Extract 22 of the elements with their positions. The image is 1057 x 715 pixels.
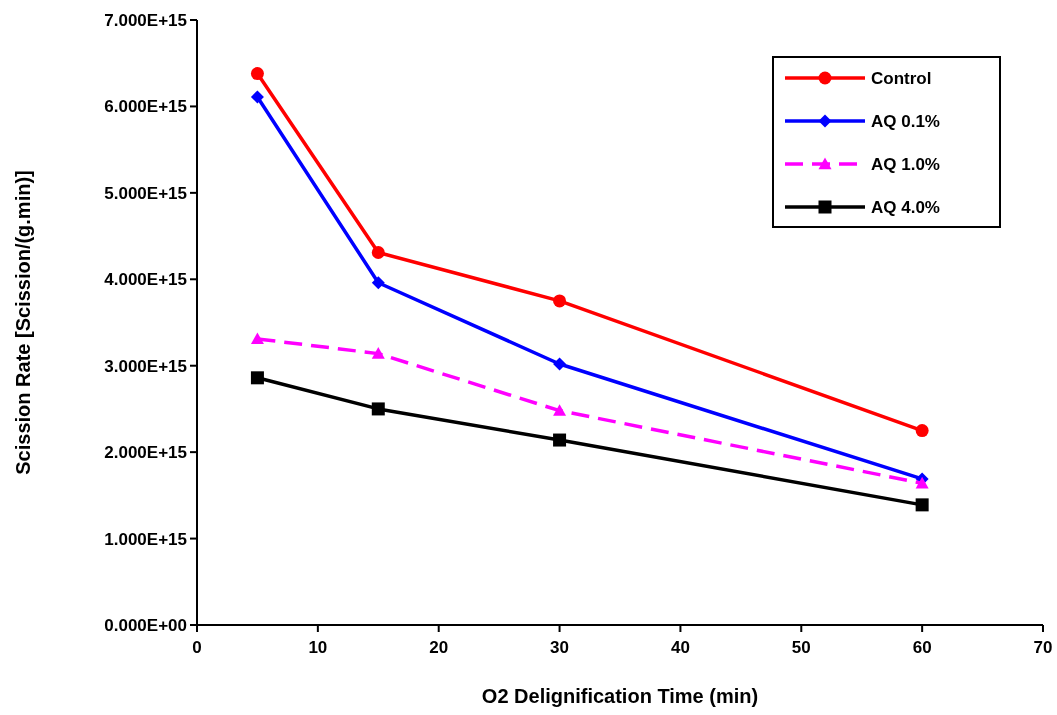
y-tick-label: 2.000E+15 [104,443,187,463]
x-tick-label: 60 [912,638,932,657]
y-tick-label: 3.000E+15 [104,356,187,376]
legend-label: Control [871,68,932,88]
y-tick-label: 7.000E+15 [104,10,187,30]
y-axis-title: Scission Rate [Scission/(g.min)] [12,170,34,475]
y-tick-label: 4.000E+15 [104,270,187,290]
x-tick-label: 20 [429,638,449,657]
x-tick-label: 40 [670,638,690,657]
legend-label: AQ 1.0% [871,154,940,174]
y-tick-label: 6.000E+15 [104,97,187,117]
x-tick-label: 30 [550,638,570,657]
x-tick-label: 10 [308,638,328,657]
x-tick-label: 0 [192,638,202,657]
x-tick-label: 50 [791,638,811,657]
x-tick-label: 70 [1033,638,1053,657]
legend-label: AQ 4.0% [871,197,940,217]
x-axis-title: O2 Delignification Time (min) [481,685,759,707]
y-tick-label: 1.000E+15 [104,529,187,549]
legend-label: AQ 0.1% [871,111,940,131]
y-tick-label: 0.000E+00 [104,615,187,635]
y-tick-label: 5.000E+15 [104,183,187,203]
